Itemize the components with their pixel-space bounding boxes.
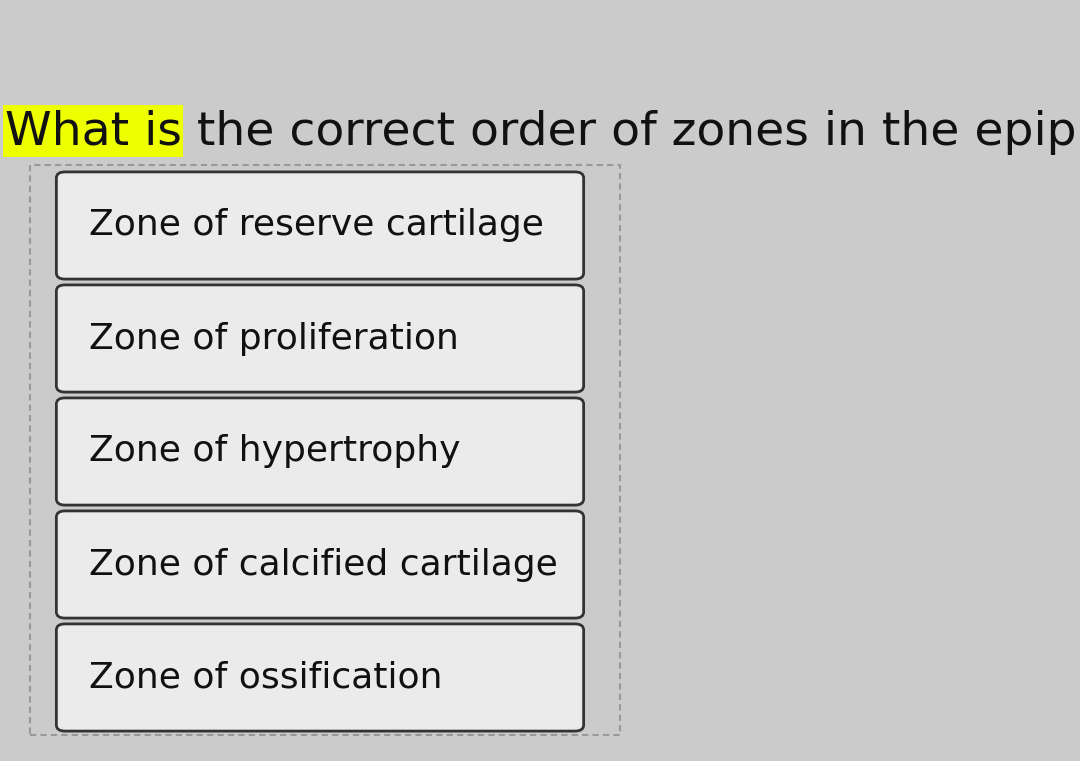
Text: What is the correct order of zones in the epiphysial plate?: What is the correct order of zones in th…	[5, 110, 1080, 155]
Text: Zone of hypertrophy: Zone of hypertrophy	[89, 435, 460, 469]
Text: Zone of proliferation: Zone of proliferation	[89, 321, 459, 355]
Text: Zone of calcified cartilage: Zone of calcified cartilage	[89, 547, 557, 581]
Text: Zone of reserve cartilage: Zone of reserve cartilage	[89, 209, 543, 243]
Text: Zone of ossification: Zone of ossification	[89, 661, 443, 695]
